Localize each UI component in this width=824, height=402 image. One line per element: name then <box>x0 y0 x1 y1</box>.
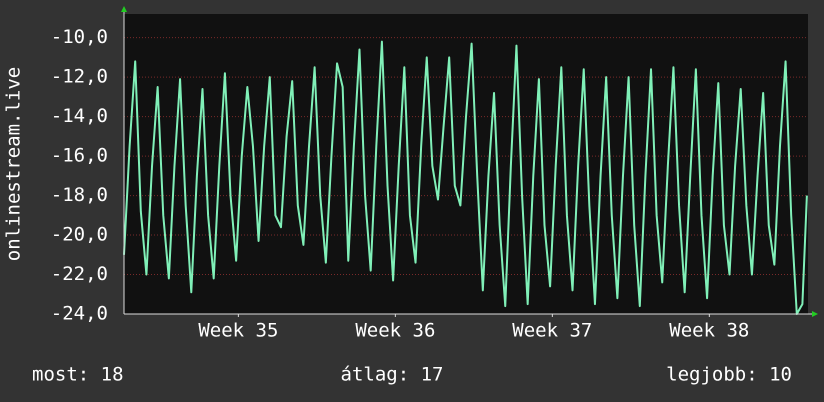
x-tick-label: Week 38 <box>669 320 749 342</box>
footer-best: legjobb: 10 <box>666 364 792 386</box>
y-tick-label: -20,0 <box>51 224 108 246</box>
y-tick-label: -18,0 <box>51 184 108 206</box>
x-tick-label: Week 36 <box>355 320 435 342</box>
y-tick-label: -24,0 <box>51 303 108 325</box>
y-tick-label: -16,0 <box>51 145 108 167</box>
footer-current: most: 18 <box>32 364 124 386</box>
y-axis-label: onlinestream.live <box>3 67 25 261</box>
y-tick-label: -22,0 <box>51 263 108 285</box>
axis-arrow <box>812 311 818 317</box>
footer-average: átlag: 17 <box>341 364 444 386</box>
axis-arrow <box>121 6 127 12</box>
x-tick-label: Week 35 <box>198 320 278 342</box>
y-tick-label: -10,0 <box>51 26 108 48</box>
data-line <box>123 40 808 315</box>
y-tick-label: -12,0 <box>51 66 108 88</box>
plot-area <box>124 14 808 314</box>
y-tick-label: -14,0 <box>51 105 108 127</box>
x-tick-label: Week 37 <box>512 320 592 342</box>
